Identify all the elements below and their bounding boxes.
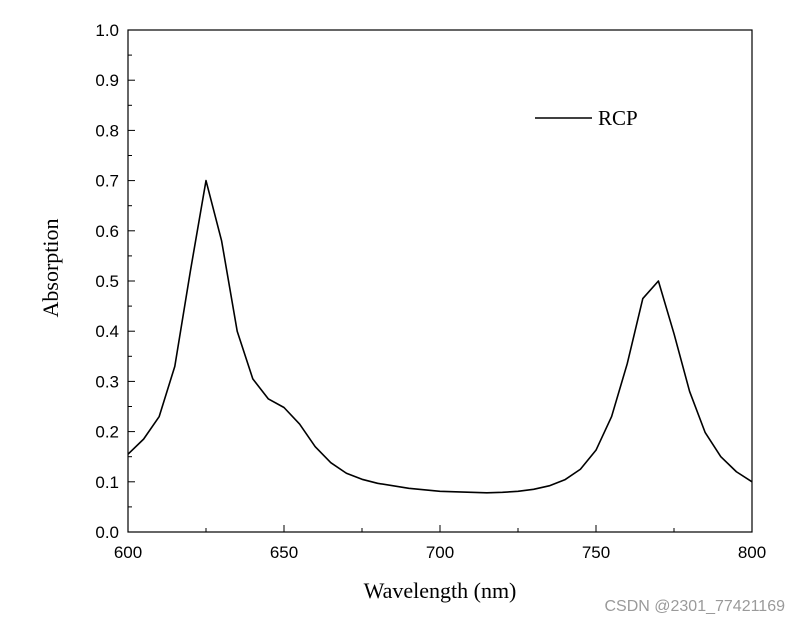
y-tick-label: 0.9	[95, 71, 119, 90]
y-tick-label: 0.8	[95, 121, 119, 140]
y-axis: 0.0 0.1 0.2 0.3 0.4 0.5 0.6 0.7 0.8 0.9 1.0	[95, 21, 135, 542]
series-layer	[127, 179, 753, 494]
y-tick-label: 0.6	[95, 222, 119, 241]
x-tick-label: 650	[270, 543, 298, 562]
y-tick-label: 0.3	[95, 372, 119, 391]
x-tick-label: 700	[426, 543, 454, 562]
x-tick-label: 750	[582, 543, 610, 562]
x-axis-title: Wavelength (nm)	[364, 578, 517, 603]
y-tick-label: 0.1	[95, 473, 119, 492]
y-tick-label: 1.0	[95, 21, 119, 40]
x-axis: 600 650 700 750 800	[114, 525, 766, 562]
watermark: CSDN @2301_77421169	[604, 598, 785, 615]
legend: RCP	[535, 106, 638, 130]
y-tick-label: 0.4	[95, 322, 119, 341]
y-tick-label: 0.2	[95, 423, 119, 442]
x-tick-label: 800	[738, 543, 766, 562]
x-tick-label: 600	[114, 543, 142, 562]
y-axis-title: Absorption	[38, 219, 63, 318]
y-tick-label: 0.7	[95, 172, 119, 191]
series-line-rcp	[127, 179, 753, 494]
y-tick-label: 0.5	[95, 272, 119, 291]
y-tick-label: 0.0	[95, 523, 119, 542]
legend-label-rcp: RCP	[598, 106, 638, 130]
